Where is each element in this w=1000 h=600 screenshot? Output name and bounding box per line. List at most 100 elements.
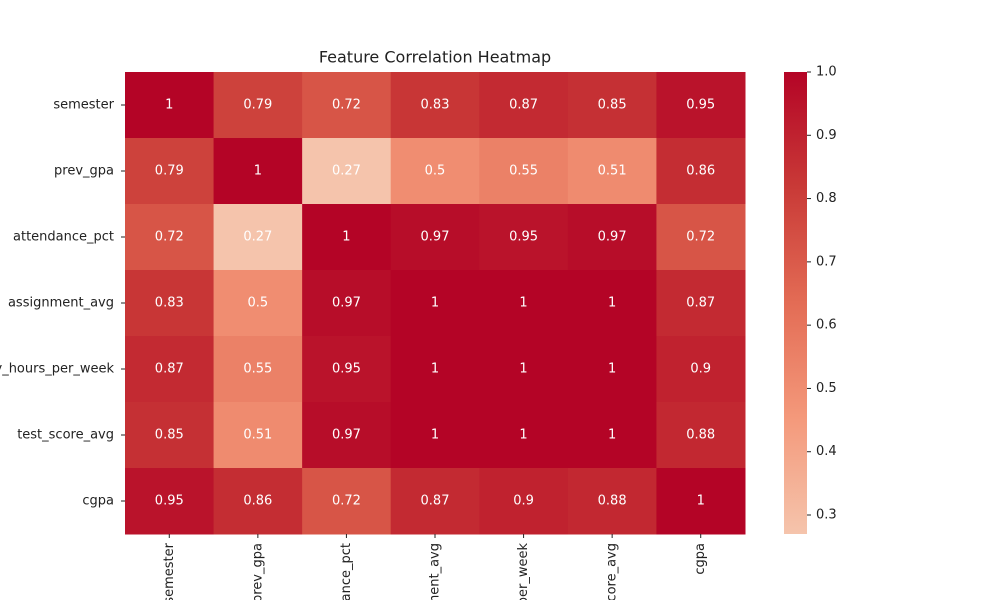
colorbar-tick-label: 0.3 xyxy=(816,508,837,523)
heatmap-cell xyxy=(390,138,480,205)
heatmap-cell xyxy=(567,72,657,139)
cell-label: 1 xyxy=(431,362,439,377)
heatmap-cell xyxy=(479,204,569,271)
cell-label: 1 xyxy=(608,362,616,377)
cell-label: 0.5 xyxy=(248,296,269,311)
heatmap-cell xyxy=(302,468,392,535)
cell-label: 0.97 xyxy=(598,230,627,245)
cell-label: 0.95 xyxy=(332,362,361,377)
heatmap-cell xyxy=(302,270,392,337)
colorbar-tick-label: 1.0 xyxy=(816,65,837,80)
heatmap-cell xyxy=(479,270,569,337)
heatmap-cell xyxy=(125,468,215,535)
heatmap-cell xyxy=(479,468,569,535)
y-tick-label: prev_gpa xyxy=(54,164,114,179)
cell-label: 0.27 xyxy=(243,230,272,245)
cell-label: 0.72 xyxy=(332,98,361,113)
cell-label: 1 xyxy=(165,98,173,113)
heatmap-cell xyxy=(125,336,215,403)
heatmap-cell xyxy=(567,336,657,403)
cell-label: 0.79 xyxy=(243,98,272,113)
heatmap-cell xyxy=(656,72,746,139)
cell-label: 0.88 xyxy=(598,494,627,509)
heatmap-cell xyxy=(213,204,303,271)
cell-label: 0.85 xyxy=(598,98,627,113)
cell-label: 0.83 xyxy=(155,296,184,311)
heatmap-cell xyxy=(302,336,392,403)
heatmap-cell xyxy=(125,72,215,139)
heatmap-cell xyxy=(479,336,569,403)
cell-label: 1 xyxy=(431,428,439,443)
cell-label: 0.55 xyxy=(243,362,272,377)
cell-label: 0.88 xyxy=(686,428,715,443)
cell-label: 1 xyxy=(608,428,616,443)
cell-label: 0.97 xyxy=(421,230,450,245)
cell-label: 0.5 xyxy=(425,164,446,179)
heatmap-cell xyxy=(390,72,480,139)
colorbar-tick-label: 0.6 xyxy=(816,318,837,333)
cell-label: 0.79 xyxy=(155,164,184,179)
chart-title: Feature Correlation Heatmap xyxy=(319,48,551,67)
x-tick-label: attendance_pct xyxy=(339,543,354,600)
heatmap-cell xyxy=(390,336,480,403)
y-tick-label: cgpa xyxy=(82,494,114,509)
cell-label: 0.72 xyxy=(686,230,715,245)
cell-label: 0.97 xyxy=(332,428,361,443)
cell-label: 1 xyxy=(519,296,527,311)
cell-label: 0.51 xyxy=(243,428,272,443)
heatmap-cell xyxy=(302,402,392,469)
cell-label: 0.95 xyxy=(155,494,184,509)
heatmap-cell xyxy=(656,402,746,469)
y-tick-label: study_hours_per_week xyxy=(0,362,114,377)
cell-label: 0.83 xyxy=(421,98,450,113)
x-tick-label: cgpa xyxy=(693,543,708,575)
heatmap-cell xyxy=(479,402,569,469)
y-tick-label: test_score_avg xyxy=(17,428,114,443)
heatmap-cell xyxy=(125,270,215,337)
cell-label: 1 xyxy=(608,296,616,311)
cell-label: 0.95 xyxy=(509,230,538,245)
heatmap-cell xyxy=(656,138,746,205)
colorbar-tick-label: 0.4 xyxy=(816,444,837,459)
heatmap-cell xyxy=(125,402,215,469)
cell-label: 0.95 xyxy=(686,98,715,113)
y-tick-label: assignment_avg xyxy=(8,296,114,311)
heatmap-cell xyxy=(125,138,215,205)
x-tick-label: study_hours_per_week xyxy=(516,543,531,600)
cell-label: 0.27 xyxy=(332,164,361,179)
x-tick-label: test_score_avg xyxy=(605,543,620,600)
heatmap-cell xyxy=(390,468,480,535)
heatmap-cell xyxy=(656,204,746,271)
heatmap-cell xyxy=(656,468,746,535)
cell-label: 0.85 xyxy=(155,428,184,443)
cell-label: 0.86 xyxy=(686,164,715,179)
heatmap-cell xyxy=(213,138,303,205)
cell-label: 0.51 xyxy=(598,164,627,179)
heatmap-cell xyxy=(567,402,657,469)
heatmap-cell xyxy=(390,204,480,271)
heatmap-cell xyxy=(125,204,215,271)
colorbar xyxy=(784,72,807,534)
heatmap-cell xyxy=(656,336,746,403)
heatmap-cell xyxy=(390,270,480,337)
heatmap-cell xyxy=(567,270,657,337)
y-tick-label: attendance_pct xyxy=(13,230,114,245)
cell-label: 0.87 xyxy=(421,494,450,509)
heatmap-cell xyxy=(479,72,569,139)
colorbar-tick-label: 0.8 xyxy=(816,191,837,206)
cell-label: 0.97 xyxy=(332,296,361,311)
heatmap-cell xyxy=(302,204,392,271)
heatmap-cell xyxy=(213,72,303,139)
cell-label: 0.87 xyxy=(509,98,538,113)
cell-label: 1 xyxy=(342,230,350,245)
heatmap-cell xyxy=(213,468,303,535)
heatmap-cell xyxy=(567,204,657,271)
heatmap-cell xyxy=(656,270,746,337)
cell-label: 0.9 xyxy=(690,362,711,377)
cell-label: 0.72 xyxy=(155,230,184,245)
heatmap-cell xyxy=(302,72,392,139)
heatmap-cell xyxy=(213,402,303,469)
cell-label: 1 xyxy=(254,164,262,179)
